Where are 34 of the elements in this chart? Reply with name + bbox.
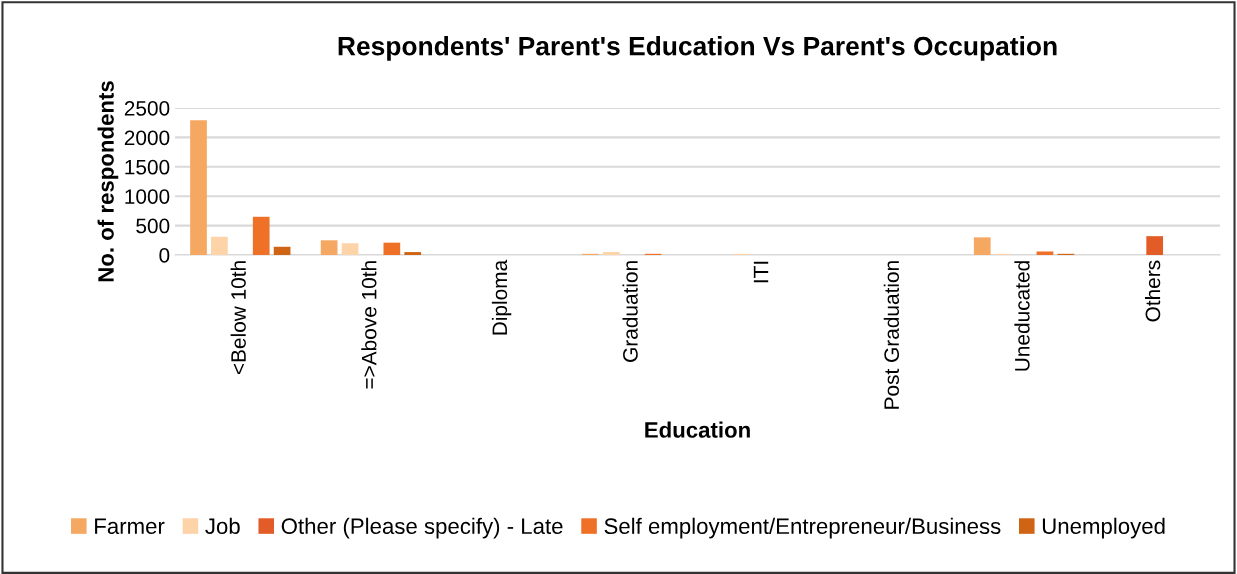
x-tick-label: Post Graduation <box>883 261 900 409</box>
y-tick-label: 1000 <box>125 189 170 204</box>
x-tick-label: Diploma <box>491 259 512 335</box>
bar <box>211 236 228 255</box>
legend-label: Farmer <box>95 518 165 535</box>
y-tick-label: 2000 <box>124 130 170 146</box>
bar <box>404 252 422 255</box>
chart-title: Respondents' Parent's Education Vs Parent's Occupation <box>338 36 1057 61</box>
x-tick-label: ITI <box>753 261 769 283</box>
bar <box>973 237 991 255</box>
x-axis-title: Education <box>645 421 750 438</box>
bar <box>273 246 291 255</box>
x-tick-label: Uneducated <box>1014 261 1030 371</box>
legend-label: Unemployed <box>1042 517 1165 539</box>
bar <box>320 240 338 255</box>
y-tick-label: 1500 <box>125 159 170 175</box>
x-tick-label: <Below 10th <box>230 261 246 375</box>
legend-label: Self employment/Entrepreneur/Business <box>604 517 1001 539</box>
bar <box>190 120 207 255</box>
bar <box>1146 236 1164 255</box>
y-tick-label: 500 <box>136 218 170 234</box>
bar <box>252 216 270 255</box>
y-tick-label: 2500 <box>124 101 170 116</box>
bar <box>602 252 620 255</box>
x-tick-label: =>Above 10th <box>361 261 377 389</box>
x-tick-label: Others <box>1144 260 1161 322</box>
y-axis-title: No. of respondents <box>97 81 119 282</box>
y-tick-label: 0 <box>159 248 170 263</box>
legend-label: Job <box>205 517 240 535</box>
bar <box>383 242 401 255</box>
bar <box>1036 251 1054 255</box>
x-tick-label: Graduation <box>622 261 638 362</box>
bar <box>341 243 359 255</box>
legend-label: Other (Please specify) - Late <box>281 517 563 539</box>
